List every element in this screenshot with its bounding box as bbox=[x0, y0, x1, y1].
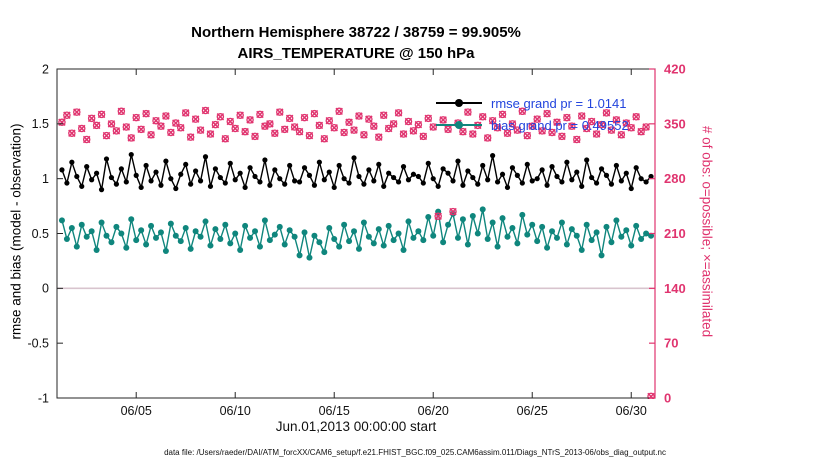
svg-text:0: 0 bbox=[42, 282, 49, 296]
svg-text:280: 280 bbox=[664, 171, 686, 186]
svg-text:140: 140 bbox=[664, 281, 686, 296]
svg-text:350: 350 bbox=[664, 116, 686, 131]
svg-text:06/20: 06/20 bbox=[418, 404, 449, 418]
y-axis-label-right: # of obs: o=possible; ×=assimilated bbox=[699, 125, 715, 338]
svg-text:1: 1 bbox=[42, 172, 49, 186]
svg-text:0.5: 0.5 bbox=[32, 227, 49, 241]
svg-text:1.5: 1.5 bbox=[32, 117, 49, 131]
bias-legend-marker bbox=[455, 121, 463, 129]
data-file-caption: data file: /Users/raeder/DAI/ATM_forcXX/… bbox=[164, 448, 666, 457]
legend-label-rmse: rmse grand pr = 1.0141 bbox=[491, 95, 627, 111]
svg-text:0: 0 bbox=[664, 391, 671, 406]
chart-title: Northern Hemisphere 38722 / 38759 = 99.9… bbox=[191, 24, 521, 41]
svg-text:06/10: 06/10 bbox=[220, 404, 251, 418]
svg-text:70: 70 bbox=[664, 336, 678, 351]
svg-text:210: 210 bbox=[664, 226, 686, 241]
bias-line-swatch bbox=[436, 118, 482, 132]
svg-text:2: 2 bbox=[42, 62, 49, 76]
svg-text:-0.5: -0.5 bbox=[27, 336, 49, 350]
svg-text:-1: -1 bbox=[38, 391, 49, 405]
legend-item-bias: bias grand pr = 0.49552 bbox=[436, 114, 629, 136]
svg-text:420: 420 bbox=[664, 62, 686, 77]
svg-text:06/05: 06/05 bbox=[121, 404, 152, 418]
x-axis-label: Jun.01,2013 00:00:00 start bbox=[275, 419, 437, 434]
rmse-line-swatch bbox=[436, 96, 482, 110]
svg-text:06/25: 06/25 bbox=[517, 404, 548, 418]
rmse-legend-marker bbox=[455, 99, 463, 107]
y-axis-label-left: rmse and bias (model - observation) bbox=[8, 123, 24, 340]
legend-label-bias: bias grand pr = 0.49552 bbox=[491, 117, 629, 133]
chart-subtitle: AIRS_TEMPERATURE @ 150 hPa bbox=[237, 45, 475, 62]
svg-text:06/30: 06/30 bbox=[616, 404, 647, 418]
legend: rmse grand pr = 1.0141 bias grand pr = 0… bbox=[436, 92, 629, 136]
legend-item-rmse: rmse grand pr = 1.0141 bbox=[436, 92, 629, 114]
svg-text:06/15: 06/15 bbox=[319, 404, 350, 418]
